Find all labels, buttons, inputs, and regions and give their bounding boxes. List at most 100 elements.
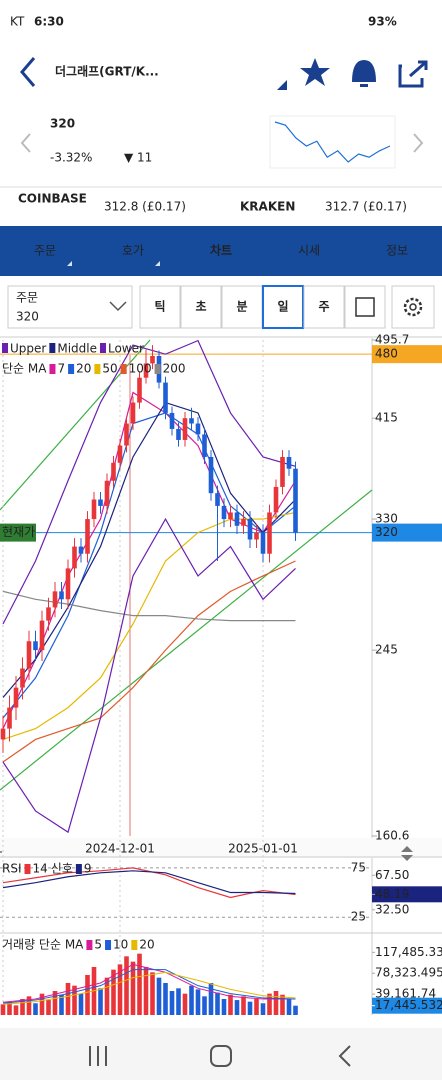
x-tick-label: 01: [0, 842, 3, 856]
battery: 93%: [368, 15, 397, 29]
volume-bar: [163, 983, 168, 1015]
legend-label: 9: [84, 862, 92, 876]
date-axis: [0, 838, 442, 858]
y-tick-label: 75: [351, 860, 366, 874]
y-tick-label: 415: [375, 411, 398, 425]
legend-swatch: [68, 364, 75, 374]
y-tick-label: 245: [375, 643, 398, 657]
candle-body: [215, 493, 220, 506]
settings-button[interactable]: [391, 285, 435, 329]
tab[interactable]: 차트: [210, 243, 232, 258]
candle-body: [26, 641, 32, 669]
change-pct: -3.32%: [50, 151, 92, 165]
tab[interactable]: 주문: [34, 244, 56, 258]
legend-label: Middle: [57, 342, 97, 356]
volume-bar: [286, 999, 292, 1015]
candle-body: [85, 519, 90, 554]
price-tag-label: 320: [375, 525, 398, 539]
period-button[interactable]: [221, 285, 263, 329]
candle-body: [293, 468, 298, 533]
draw-icon: [355, 297, 375, 317]
indicator-line: [2, 339, 296, 625]
candle-body: [137, 377, 142, 403]
indicator-line: [2, 560, 296, 763]
legend-label: Upper: [10, 342, 46, 356]
home-button[interactable]: [210, 1045, 232, 1067]
alarm-button[interactable]: [352, 60, 376, 87]
volume-bar: [39, 993, 45, 1015]
period-button[interactable]: [139, 285, 181, 329]
legend-swatch: [75, 864, 82, 874]
candle-body: [195, 423, 201, 435]
sparkline: [274, 121, 391, 163]
period-label: 초: [195, 300, 206, 314]
indicator-line: [2, 590, 296, 622]
indicator-line: [2, 401, 296, 698]
legend-label: 거래량 단순 MA: [2, 938, 84, 952]
volume-bar: [59, 994, 64, 1015]
order-dropdown[interactable]: [7, 285, 133, 329]
volume-bar: [26, 996, 32, 1015]
y-tick-label: 39,161.74: [375, 987, 436, 1001]
resize-handle[interactable]: [401, 846, 413, 861]
period-label: 주: [318, 300, 329, 314]
candle-body: [234, 512, 240, 526]
candle-body: [91, 499, 97, 520]
candle-body: [33, 641, 38, 651]
tab[interactable]: 시세: [298, 244, 320, 258]
legend-swatch: [105, 940, 112, 950]
candle-body: [150, 356, 155, 364]
recents-button[interactable]: [89, 1046, 107, 1066]
candle-body: [72, 546, 77, 569]
next-arrow[interactable]: [413, 133, 424, 153]
tab[interactable]: 정보: [386, 244, 408, 258]
title-dropdown[interactable]: [277, 80, 287, 90]
volume-bar: [228, 994, 233, 1015]
volume-bar: [150, 972, 155, 1015]
volume-bar: [98, 988, 103, 1015]
period-button[interactable]: [180, 285, 222, 329]
clock: 6:30: [34, 15, 64, 29]
candle-body: [59, 591, 64, 600]
candle-body: [267, 512, 272, 554]
volume-bar: [78, 993, 84, 1015]
volume-bar: [293, 1005, 298, 1015]
volume-bar: [156, 977, 162, 1015]
draw-button[interactable]: [344, 285, 386, 329]
trendline: [0, 489, 373, 791]
volume-bar: [267, 993, 272, 1015]
legend-swatch: [49, 364, 56, 374]
legend-label: 20: [139, 938, 154, 952]
back-nav-button[interactable]: [338, 1045, 351, 1067]
candle-body: [280, 456, 285, 487]
legend-label: 14: [33, 862, 48, 876]
candle-body: [228, 512, 233, 520]
candle-body: [163, 382, 168, 413]
star-button[interactable]: [300, 58, 330, 86]
y-tick-label: 25: [351, 910, 366, 924]
carrier: KT: [10, 15, 25, 29]
back-button[interactable]: [20, 57, 36, 87]
legend-swatch: [86, 940, 93, 950]
price-tag: [372, 523, 442, 542]
period-label: 분: [236, 300, 247, 314]
share-button[interactable]: [398, 60, 428, 88]
period-button[interactable]: [303, 285, 345, 329]
candle-body: [286, 456, 292, 469]
volume-bar: [273, 991, 279, 1015]
candle-body: [260, 532, 266, 554]
volume-bar: [202, 996, 207, 1015]
candle-body: [0, 728, 6, 740]
level-label: 48.19: [375, 887, 409, 901]
tab-arrow: [67, 261, 72, 266]
tab[interactable]: 호가: [122, 244, 144, 258]
indicator-line: [2, 517, 296, 834]
period-label: 틱: [154, 299, 165, 314]
title: 더그래프(GRT/K...: [55, 64, 159, 79]
gear-icon: [409, 303, 417, 311]
candle-body: [254, 532, 259, 540]
period-button[interactable]: [262, 285, 304, 329]
prev-arrow[interactable]: [20, 133, 31, 153]
